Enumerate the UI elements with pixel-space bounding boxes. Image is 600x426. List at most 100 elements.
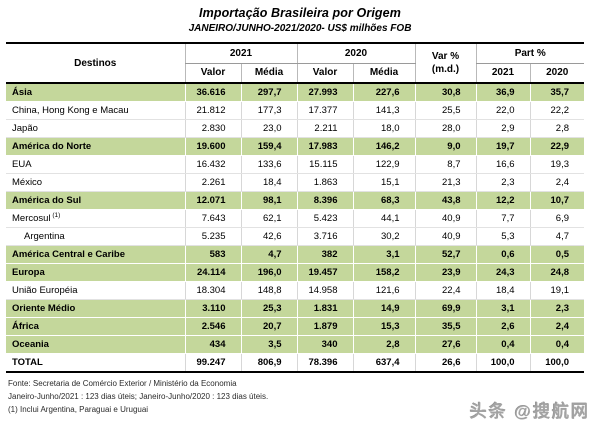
cell-valor-2020: 17.377 [297,101,354,120]
cell-valor-2021: 434 [185,335,242,354]
table-row: EUA 16.432 133,6 15.115 122,9 8,7 16,6 1… [6,155,584,174]
cell-media-2021: 3,5 [241,335,298,354]
import-table: Destinos 2021 2020 Var % (m.d.) Part % V… [6,42,584,373]
cell-valor-2021: 2.546 [185,317,242,336]
table-header: Destinos 2021 2020 Var % (m.d.) Part % V… [6,43,584,84]
cell-media-2021: 98,1 [241,191,298,210]
table-row: Oriente Médio 3.110 25,3 1.831 14,9 69,9… [6,299,584,318]
cell-media-2020: 44,1 [353,209,416,228]
cell-part-2021: 12,2 [476,191,531,210]
cell-media-2020: 18,0 [353,119,416,138]
row-label: América Central e Caribe [6,245,186,264]
row-label-text: América do Sul [12,195,82,207]
cell-valor-2020: 1.863 [297,173,354,192]
header-group-2021: 2021 [184,43,297,64]
cell-part-2021: 22,0 [476,101,531,120]
cell-media-2020: 158,2 [353,263,416,282]
watermark: 头条 @搜航网 [469,402,590,421]
cell-media-2021: 806,9 [241,352,298,372]
cell-media-2020: 3,1 [353,245,416,264]
cell-var-pct: 52,7 [415,245,477,264]
cell-part-2021: 36,9 [476,83,531,102]
cell-valor-2020: 15.115 [297,155,354,174]
cell-valor-2021: 18.304 [185,281,242,300]
row-label-text: Argentina [24,231,65,243]
cell-media-2021: 4,7 [241,245,298,264]
cell-part-2021: 2,3 [476,173,531,192]
footnote-source: Fonte: Secretaria de Comércio Exterior /… [8,379,237,388]
row-label-text: Mercosul [12,213,51,225]
row-label-text: Japão [12,123,38,135]
header-var-line2: (m.d.) [431,64,460,75]
header-var-pct: Var % (m.d.) [414,43,476,84]
cell-part-2020: 2,3 [530,299,584,318]
row-label-text: China, Hong Kong e Macau [12,105,129,117]
cell-valor-2021: 583 [185,245,242,264]
row-label-text: EUA [12,159,32,171]
footnotes: Fonte: Secretaria de Comércio Exterior /… [8,377,600,416]
header-var-line1: Var % [431,51,460,62]
cell-var-pct: 35,5 [415,317,477,336]
row-label-text: TOTAL [12,357,43,369]
cell-var-pct: 21,3 [415,173,477,192]
cell-valor-2021: 2.830 [185,119,242,138]
cell-valor-2021: 99.247 [185,352,242,372]
cell-media-2020: 121,6 [353,281,416,300]
cell-part-2021: 16,6 [476,155,531,174]
cell-part-2020: 6,9 [530,209,584,228]
header-media-2020: Média [352,63,415,84]
cell-valor-2020: 3.716 [297,227,354,246]
cell-valor-2021: 5.235 [185,227,242,246]
cell-part-2020: 4,7 [530,227,584,246]
table-row: União Européia 18.304 148,8 14.958 121,6… [6,281,584,300]
cell-part-2021: 24,3 [476,263,531,282]
cell-part-2020: 24,8 [530,263,584,282]
table-row: Japão 2.830 23,0 2.211 18,0 28,0 2,9 2,8 [6,119,584,138]
cell-part-2021: 19,7 [476,137,531,156]
cell-valor-2021: 21.812 [185,101,242,120]
row-label: China, Hong Kong e Macau [6,101,186,120]
row-label-text: União Européia [12,285,78,297]
cell-media-2021: 196,0 [241,263,298,282]
cell-media-2021: 23,0 [241,119,298,138]
table-row: África 2.546 20,7 1.879 15,3 35,5 2,6 2,… [6,317,584,336]
cell-part-2020: 19,3 [530,155,584,174]
cell-var-pct: 43,8 [415,191,477,210]
table-row: América Central e Caribe 583 4,7 382 3,1… [6,245,584,264]
page-subtitle: JANEIRO/JUNHO-2021/2020- US$ milhões FOB [188,23,412,34]
row-label: Oceania [6,335,186,354]
cell-media-2020: 637,4 [353,352,416,372]
cell-part-2021: 18,4 [476,281,531,300]
cell-valor-2020: 1.831 [297,299,354,318]
cell-valor-2021: 12.071 [185,191,242,210]
row-label-text: Ásia [12,87,33,99]
row-label-footnote-mark: (1) [50,211,61,219]
cell-part-2021: 0,4 [476,335,531,354]
cell-media-2021: 148,8 [241,281,298,300]
cell-var-pct: 28,0 [415,119,477,138]
cell-media-2021: 297,7 [241,83,298,102]
cell-media-2020: 141,3 [353,101,416,120]
cell-valor-2021: 24.114 [185,263,242,282]
header-valor-2020: Valor [296,63,353,84]
cell-valor-2020: 1.879 [297,317,354,336]
cell-media-2021: 18,4 [241,173,298,192]
cell-part-2020: 35,7 [530,83,584,102]
header-part-2020: 2020 [529,63,584,84]
header-media-2021: Média [240,63,297,84]
cell-media-2021: 42,6 [241,227,298,246]
row-label: EUA [6,155,186,174]
row-label: América do Norte [6,137,186,156]
page-title: Importação Brasileira por Origem [199,6,401,20]
cell-media-2021: 159,4 [241,137,298,156]
header-group-2020: 2020 [296,43,415,64]
cell-valor-2021: 7.643 [185,209,242,228]
cell-var-pct: 27,6 [415,335,477,354]
cell-valor-2021: 36.616 [185,83,242,102]
cell-var-pct: 22,4 [415,281,477,300]
row-label: TOTAL [6,352,186,372]
table-row: América do Norte 19.600 159,4 17.983 146… [6,137,584,156]
cell-valor-2020: 340 [297,335,354,354]
row-label-text: México [12,177,43,189]
cell-var-pct: 40,9 [415,209,477,228]
